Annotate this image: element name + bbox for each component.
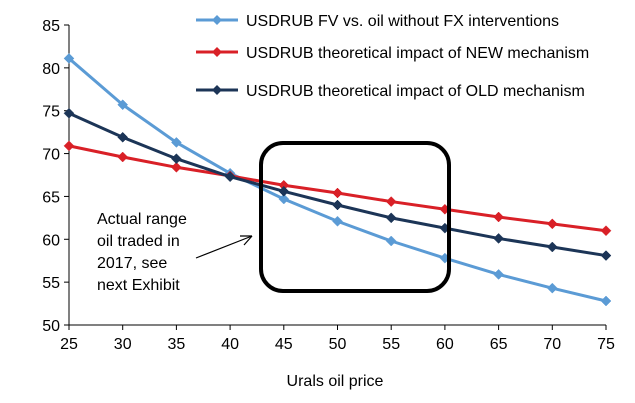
data-point (493, 211, 504, 223)
x-tick-label: 65 (490, 336, 508, 353)
x-tick-label: 55 (382, 336, 400, 353)
data-point (224, 171, 236, 183)
annotation: Actual range oil traded in 2017, see nex… (97, 141, 451, 294)
data-point (385, 235, 397, 247)
data-point (546, 218, 558, 230)
data-point (600, 225, 612, 237)
legend-swatch-marker (212, 85, 222, 95)
x-tick-label: 25 (60, 336, 78, 353)
series-2 (63, 140, 612, 237)
data-point (117, 151, 129, 163)
data-point (332, 187, 343, 199)
data-point (63, 53, 75, 64)
legend-swatch-marker (212, 47, 222, 57)
data-point (171, 153, 182, 165)
data-point (600, 295, 612, 307)
legend-label: USDRUB theoretical impact of OLD mechani… (246, 83, 585, 100)
legend-label: USDRUB FV vs. oil without FX interventio… (246, 13, 559, 30)
y-tick-label: 75 (42, 104, 60, 121)
data-point (171, 137, 182, 148)
data-point (278, 185, 290, 197)
axes: 50 55 60 65 70 75 80 85 25 30 35 40 45 50 55 60 65 70 75 (42, 18, 615, 353)
annotation-line: next Exhibit (97, 277, 180, 294)
legend-entry-2: USDRUB theoretical impact of NEW mechani… (196, 45, 589, 62)
data-point (63, 140, 75, 152)
x-tick-label: 35 (168, 336, 186, 353)
series-1 (63, 53, 612, 307)
data-point (332, 215, 343, 227)
y-tick-label: 65 (42, 189, 60, 206)
x-tick-label: 60 (436, 336, 454, 353)
y-tick-label: 50 (42, 318, 60, 335)
annotation-line: Actual range (97, 211, 187, 228)
data-point (63, 107, 75, 119)
data-point (493, 269, 504, 280)
x-tick-label: 40 (221, 336, 239, 353)
data-point (171, 161, 182, 173)
legend: USDRUB FV vs. oil without FX interventio… (196, 13, 589, 100)
data-point (117, 99, 129, 111)
x-tick-label: 45 (275, 336, 293, 353)
x-tick-label: 30 (114, 336, 132, 353)
y-tick-label: 85 (42, 18, 60, 35)
y-tick-label: 60 (42, 232, 60, 249)
x-tick-label: 70 (543, 336, 561, 353)
annotation-arrowhead (240, 235, 253, 246)
annotation-arrow-line (195, 235, 253, 259)
annotation-line: oil traded in (97, 233, 180, 250)
data-point (546, 241, 558, 253)
x-tick-label: 75 (597, 336, 615, 353)
legend-entry-3: USDRUB theoretical impact of OLD mechani… (196, 83, 585, 100)
y-tick-label: 80 (42, 61, 60, 78)
data-point (600, 250, 612, 261)
annotation-text: Actual range oil traded in 2017, see nex… (97, 211, 191, 294)
data-point (278, 193, 290, 205)
data-point (385, 196, 397, 207)
data-point (332, 199, 343, 211)
annotation-line: 2017, see (97, 255, 167, 272)
y-tick-label: 70 (42, 147, 60, 164)
x-axis-label: Urals oil price (287, 373, 384, 390)
y-tick-label: 55 (42, 275, 60, 292)
legend-label: USDRUB theoretical impact of NEW mechani… (246, 45, 589, 62)
series-layer (63, 53, 612, 307)
data-point (546, 282, 558, 294)
legend-swatch-marker (212, 15, 222, 25)
x-tick-label: 50 (329, 336, 347, 353)
data-point (493, 233, 504, 244)
data-point (117, 131, 129, 143)
data-point (385, 212, 397, 224)
legend-entry-1: USDRUB FV vs. oil without FX interventio… (196, 13, 559, 30)
highlight-box (259, 141, 451, 293)
